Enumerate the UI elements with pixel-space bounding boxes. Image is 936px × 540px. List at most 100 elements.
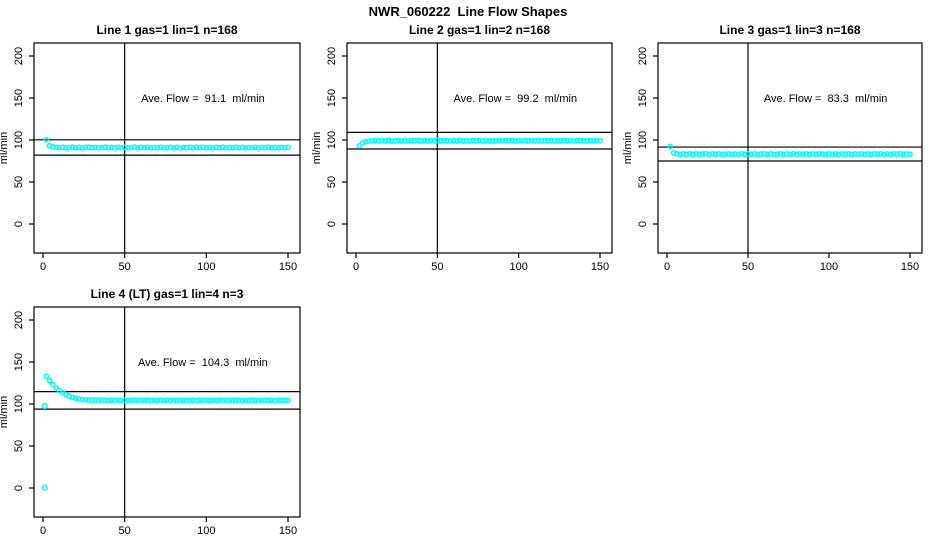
data-point — [92, 144, 99, 151]
data-point — [790, 150, 797, 157]
data-point — [852, 151, 858, 157]
data-point — [170, 144, 177, 151]
data-point — [693, 150, 700, 157]
data-point — [467, 137, 473, 144]
data-point — [434, 137, 441, 144]
data-point — [76, 144, 82, 151]
data-point — [780, 151, 787, 158]
data-point — [268, 397, 275, 404]
data-point — [366, 138, 372, 144]
data-point — [167, 144, 174, 151]
data-point — [157, 144, 164, 151]
data-point — [677, 151, 683, 158]
data-point — [764, 151, 771, 158]
average-flow-annotation: Ave. Flow = 99.2 ml/min — [453, 93, 577, 105]
data-point — [43, 373, 50, 379]
data-point — [242, 397, 249, 404]
data-point — [151, 397, 157, 404]
data-point — [865, 151, 871, 157]
data-point — [877, 151, 884, 157]
data-point — [131, 397, 138, 403]
data-point — [56, 144, 63, 151]
data-point — [170, 397, 177, 404]
data-point — [385, 137, 392, 144]
data-point — [144, 144, 151, 151]
data-point — [496, 137, 502, 144]
data-point — [245, 144, 252, 151]
data-point — [144, 397, 151, 403]
y-tick-label: 150 — [326, 89, 338, 107]
y-tick-label: 50 — [13, 440, 25, 452]
data-point — [82, 396, 89, 403]
subplot-title: Line 4 (LT) gas=1 lin=4 n=3 — [91, 287, 244, 301]
data-point — [489, 137, 496, 144]
data-point — [226, 144, 233, 151]
data-point — [196, 144, 203, 151]
y-tick-label: 50 — [637, 176, 649, 188]
data-point — [515, 137, 522, 144]
data-point — [108, 397, 115, 403]
data-point — [259, 144, 265, 151]
data-point — [95, 397, 102, 403]
data-point — [53, 144, 59, 151]
data-point — [206, 144, 213, 151]
data-point — [223, 145, 229, 151]
data-point — [741, 151, 748, 158]
data-point — [245, 397, 252, 404]
data-point — [538, 137, 545, 144]
data-point — [839, 151, 845, 157]
data-point — [164, 144, 170, 151]
data-point — [528, 137, 535, 144]
data-point — [375, 138, 382, 144]
data-point — [121, 397, 128, 403]
data-point — [128, 144, 135, 151]
data-point — [709, 151, 716, 157]
data-point — [134, 397, 141, 404]
data-point — [236, 397, 242, 403]
data-point — [102, 144, 108, 151]
data-point — [249, 144, 255, 151]
data-point — [259, 397, 265, 404]
y-tick-label: 100 — [637, 131, 649, 149]
data-point — [121, 144, 128, 151]
y-tick-label: 0 — [13, 485, 25, 491]
data-point — [219, 397, 226, 404]
data-point — [180, 144, 187, 151]
data-point — [79, 396, 86, 403]
plot-box — [346, 42, 613, 254]
data-point — [480, 138, 486, 144]
x-tick-label: 150 — [901, 261, 919, 273]
data-point — [105, 144, 112, 151]
data-point — [239, 144, 246, 151]
y-axis-label: ml/min — [0, 132, 10, 164]
x-tick-label: 0 — [664, 261, 670, 273]
average-flow-annotation: Ave. Flow = 104.3 ml/min — [138, 357, 268, 369]
data-point — [193, 397, 200, 404]
data-point — [229, 397, 236, 404]
data-points — [667, 143, 913, 158]
data-point — [884, 151, 891, 157]
data-point — [754, 151, 761, 158]
data-point — [272, 397, 278, 404]
data-point — [758, 151, 764, 157]
data-point — [82, 144, 89, 151]
data-point — [405, 138, 411, 144]
data-point — [787, 151, 793, 158]
data-point — [816, 150, 823, 157]
data-point — [903, 151, 910, 157]
y-axis-label: ml/min — [0, 396, 10, 428]
main-title: NWR_060222 Line Flow Shapes — [368, 4, 568, 19]
data-point — [580, 137, 587, 144]
data-point — [532, 138, 538, 144]
data-point — [460, 138, 467, 144]
data-point — [92, 397, 99, 403]
plot-box — [33, 306, 301, 518]
data-point — [112, 145, 118, 151]
data-point — [174, 144, 180, 151]
data-point — [809, 151, 816, 157]
x-tick-label: 100 — [820, 261, 838, 273]
data-point — [59, 144, 66, 151]
data-point — [262, 144, 268, 151]
data-point — [858, 151, 865, 157]
data-point — [190, 397, 197, 403]
